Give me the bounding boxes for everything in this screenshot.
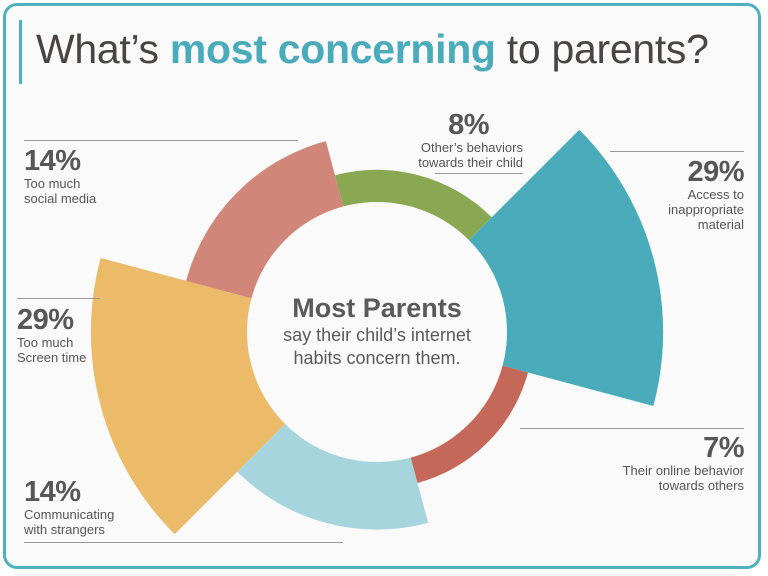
label-rule [24,542,343,543]
label-rule [435,173,523,174]
page-title: What’s most concerning to parents? [36,26,709,73]
center-line-2: habits concern them. [293,348,461,368]
wedge-communicating-strangers [237,422,429,530]
label-pct: 7% [703,432,744,464]
label-desc-2: towards their child [418,155,523,170]
title-accent-bar [19,20,22,84]
label-screen-time: 29% Too much Screen time [17,305,86,365]
wedge-social-media [186,141,344,299]
label-communicating-strangers: 14% Communicating with strangers [24,477,114,537]
label-pct: 14% [24,145,81,177]
label-inappropriate-material: 29% Access to inappropriate material [668,157,744,232]
label-desc-2: social media [24,191,97,206]
label-rule [520,428,744,429]
label-others-behaviors: 8% Other’s behaviors towards their child [418,110,523,170]
label-desc-2: Screen time [17,350,87,365]
center-line-1: say their child’s internet [283,325,471,345]
label-online-behavior: 7% Their online behavior towards others [622,432,745,493]
label-pct: 29% [17,304,74,336]
label-desc-1: Communicating [24,507,115,522]
label-rule [17,298,100,299]
label-rule [610,151,744,152]
label-desc-1: Access to [687,187,744,202]
title-suffix: to parents? [495,26,709,72]
label-desc-1: Too much [17,335,74,350]
wedge-online-behavior [410,365,528,483]
label-desc-1: Their online behavior [622,463,744,478]
label-social-media: 14% Too much social media [24,146,96,206]
label-desc-1: Other’s behaviors [420,140,523,155]
center-hole [247,202,507,462]
wedge-others-behaviors [335,169,492,242]
label-desc-2: towards others [658,478,744,493]
label-desc-2: with strangers [24,522,105,537]
title-highlight: most concerning [169,26,496,72]
center-message: Most Parents say their child’s internet … [257,292,497,370]
label-pct: 29% [687,156,744,188]
title-prefix: What’s [36,26,170,72]
label-desc-1: Too much [24,176,81,191]
center-headline: Most Parents [292,293,462,323]
label-rule [24,140,298,141]
wedge-screen-time [90,257,287,535]
label-desc-3: material [697,217,744,232]
label-desc-2: inappropriate [668,202,744,217]
label-pct: 8% [448,109,490,141]
wedge-inappropriate-material [467,129,664,407]
label-pct: 14% [24,476,81,508]
